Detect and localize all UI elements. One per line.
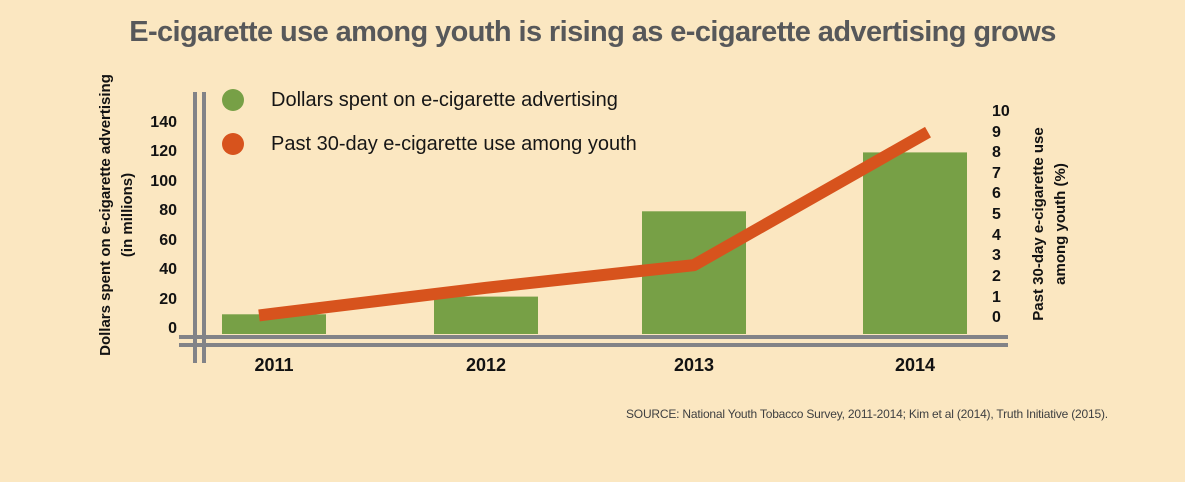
legend-label-advertising: Dollars spent on e-cigarette advertising xyxy=(271,88,618,111)
right-axis-tick-10: 10 xyxy=(992,103,1010,120)
right-axis-tick-3: 3 xyxy=(992,247,1001,265)
x-axis-label-2012: 2012 xyxy=(465,355,507,375)
right-axis-tick-1: 1 xyxy=(992,288,1001,306)
left-axis-tick-40: 40 xyxy=(159,261,177,279)
axis-lines xyxy=(179,92,1008,363)
right-axis-tick-5: 5 xyxy=(992,206,1001,224)
left-axis-tick-100: 100 xyxy=(150,172,177,190)
youth-use-trend-line xyxy=(258,126,931,322)
x-axis-line-upper xyxy=(179,335,1008,339)
right-axis-tick-0: 0 xyxy=(992,309,1001,327)
legend-label-youth-use: Past 30-day e-cigarette use among youth xyxy=(271,132,637,155)
right-axis-tick-2: 2 xyxy=(992,267,1001,285)
line-series xyxy=(258,126,931,322)
legend-item-advertising: Dollars spent on e-cigarette advertising xyxy=(222,84,637,116)
bar-2012 xyxy=(434,296,538,334)
bar-2011 xyxy=(222,314,326,334)
left-axis-tick-20: 20 xyxy=(159,290,177,308)
left-axis-tick-140: 140 xyxy=(150,114,177,131)
chart-title: E-cigarette use among youth is rising as… xyxy=(129,16,1056,48)
left-axis-tick-60: 60 xyxy=(159,231,177,249)
y-axis-line-inner xyxy=(202,92,206,363)
legend-item-youth-use: Past 30-day e-cigarette use among youth xyxy=(222,128,637,160)
x-axis-label-2014: 2014 xyxy=(894,355,936,375)
right-axis-title-line2: among youth (%) xyxy=(1052,163,1069,285)
line-series-dot-icon xyxy=(222,133,244,155)
right-axis-title: Past 30-day e-cigarette use among youth … xyxy=(1028,104,1072,344)
x-axis-line-lower xyxy=(179,343,1008,347)
right-axis-tick-9: 9 xyxy=(992,123,1001,141)
x-axis-label-2013: 2013 xyxy=(673,355,715,375)
bar-series xyxy=(222,152,967,334)
left-axis-tick-120: 120 xyxy=(150,143,177,161)
bar-series-dot-icon xyxy=(222,89,244,111)
right-axis-tick-7: 7 xyxy=(992,164,1001,182)
left-axis-tick-0: 0 xyxy=(168,320,177,337)
right-axis-tick-6: 6 xyxy=(992,185,1001,203)
source-note: SOURCE: National Youth Tobacco Survey, 2… xyxy=(626,407,1108,421)
bar-2014 xyxy=(863,152,967,334)
right-axis-tick-8: 8 xyxy=(992,144,1001,162)
left-axis-tick-80: 80 xyxy=(159,202,177,220)
y-axis-line-outer xyxy=(193,92,197,363)
right-axis-title-line1: Past 30-day e-cigarette use xyxy=(1030,127,1047,321)
x-axis-label-2011: 2011 xyxy=(254,355,294,375)
legend: Dollars spent on e-cigarette advertising… xyxy=(222,84,637,160)
right-axis-tick-4: 4 xyxy=(992,226,1001,244)
